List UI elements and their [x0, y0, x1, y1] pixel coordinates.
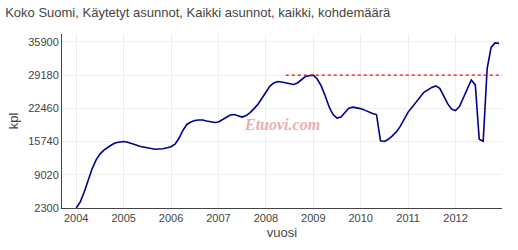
svg-text:2005: 2005	[111, 212, 135, 224]
svg-text:Koko Suomi, Käytetyt asunnot,: Koko Suomi, Käytetyt asunnot, Kaikki asu…	[5, 5, 391, 20]
svg-text:2006: 2006	[159, 212, 183, 224]
svg-text:2004: 2004	[64, 212, 88, 224]
svg-text:Etuovi.com: Etuovi.com	[244, 116, 320, 133]
svg-text:29180: 29180	[28, 69, 59, 81]
svg-text:2300: 2300	[34, 202, 58, 214]
svg-text:15740: 15740	[28, 135, 59, 147]
svg-text:2009: 2009	[301, 212, 325, 224]
svg-text:2011: 2011	[396, 212, 420, 224]
svg-text:22460: 22460	[28, 102, 59, 114]
svg-text:2010: 2010	[348, 212, 372, 224]
svg-text:vuosi: vuosi	[267, 225, 297, 240]
svg-text:2012: 2012	[443, 212, 467, 224]
svg-text:kpl: kpl	[6, 113, 21, 130]
svg-text:2008: 2008	[254, 212, 278, 224]
svg-text:9020: 9020	[34, 169, 58, 181]
svg-text:35900: 35900	[28, 36, 59, 48]
svg-text:2007: 2007	[206, 212, 230, 224]
